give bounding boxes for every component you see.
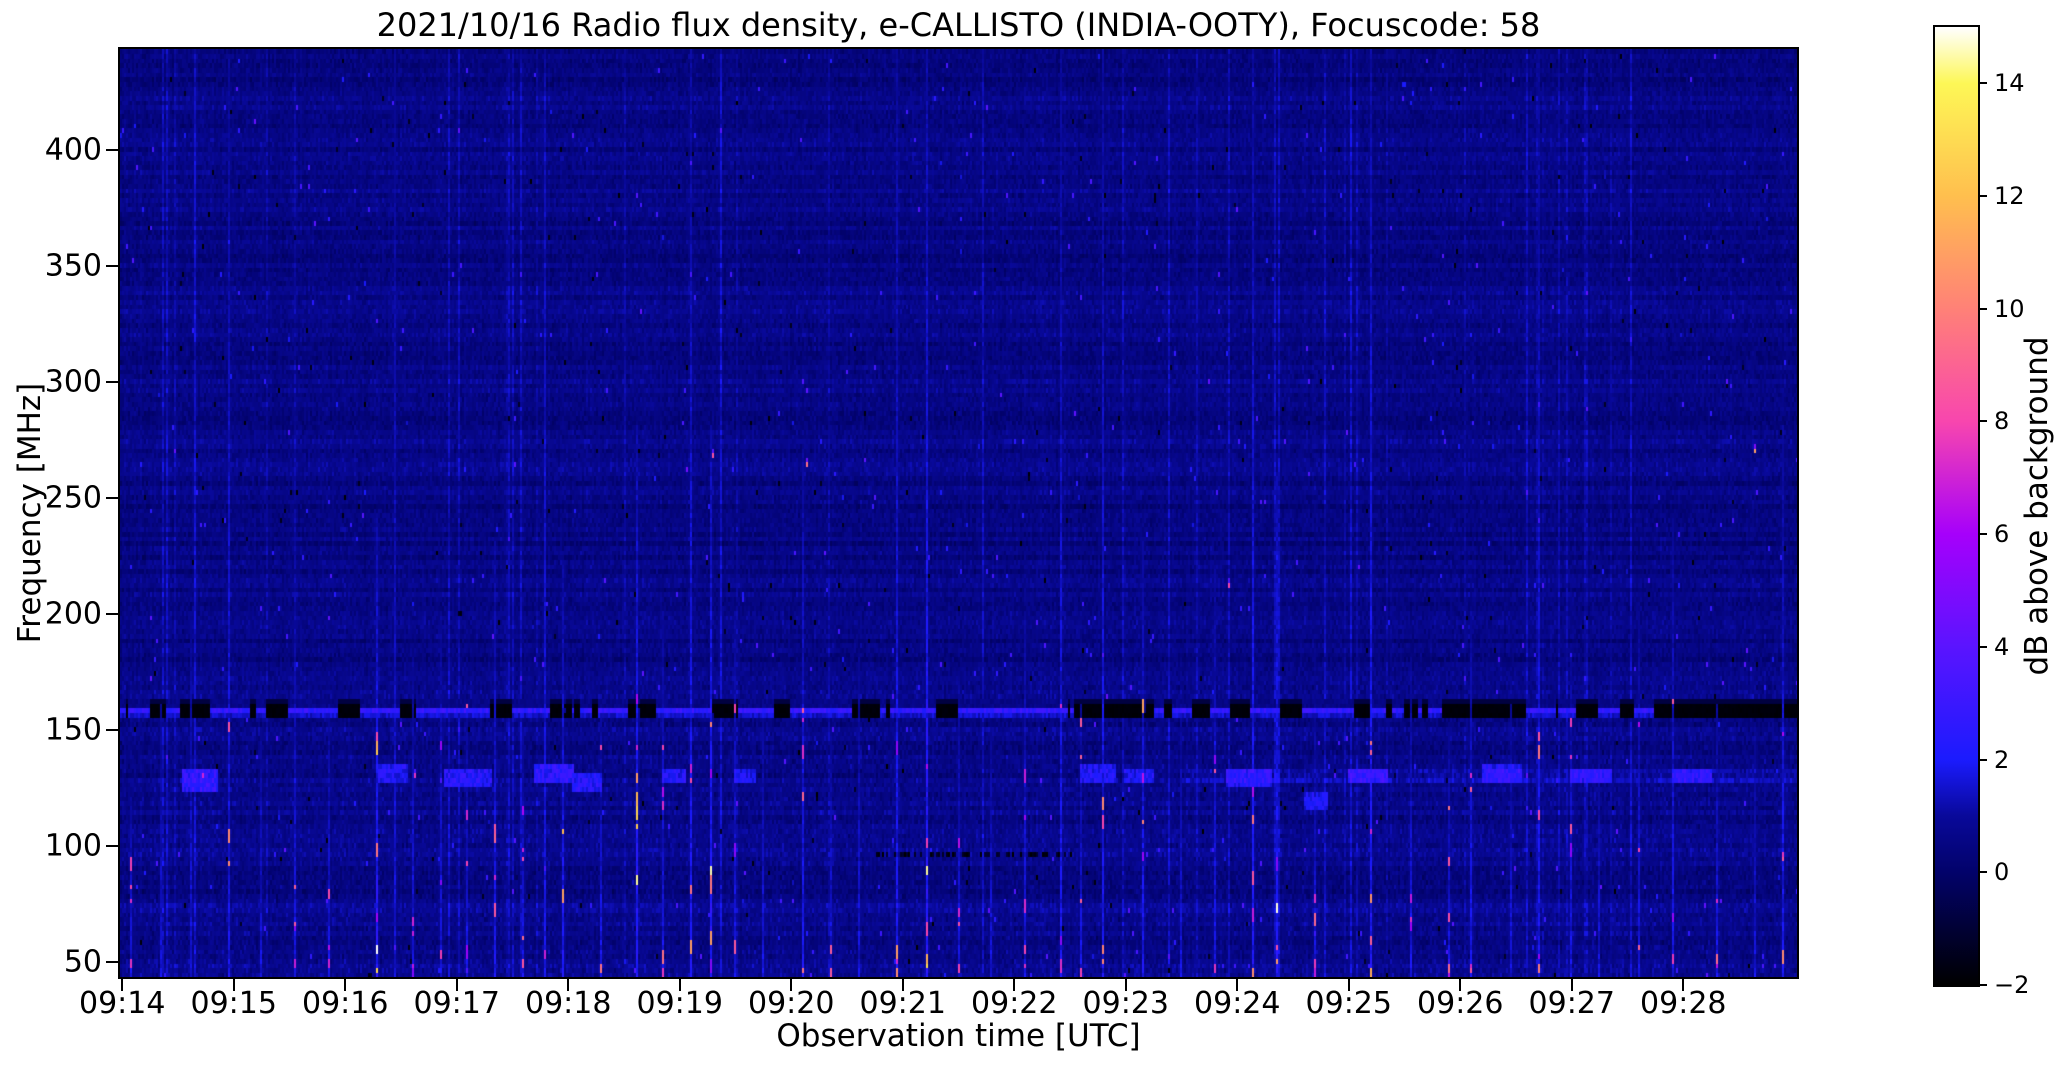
x-tick-mark <box>1570 979 1573 991</box>
x-tick-label: 09:23 <box>1082 986 1169 1021</box>
y-tick-mark <box>106 264 118 267</box>
x-tick-mark <box>1347 979 1350 991</box>
colorbar-tick-label: −2 <box>1994 971 2030 999</box>
x-tick-label: 09:16 <box>302 986 389 1021</box>
y-tick-label: 100 <box>44 828 102 864</box>
colorbar-tick-mark <box>1978 533 1987 536</box>
x-tick-mark <box>121 979 124 991</box>
x-tick-mark <box>678 979 681 991</box>
x-tick-label: 09:14 <box>78 986 166 1021</box>
colorbar-tick-label: 6 <box>1994 520 2010 549</box>
x-tick-mark <box>1236 979 1239 991</box>
x-tick-mark <box>1124 979 1127 991</box>
y-tick-label: 350 <box>44 248 102 284</box>
y-tick-label: 300 <box>44 364 102 400</box>
x-tick-label: 09:19 <box>636 986 723 1021</box>
x-tick-label: 09:18 <box>525 986 612 1021</box>
colorbar-gradient <box>1935 27 1978 985</box>
y-tick-label: 200 <box>44 596 102 632</box>
y-tick-mark <box>106 844 118 847</box>
y-tick-mark <box>106 148 118 151</box>
x-tick-label: 09:26 <box>1417 986 1504 1021</box>
y-tick-label: 250 <box>44 480 102 516</box>
x-tick-mark <box>1013 979 1016 991</box>
y-tick-label: 150 <box>44 712 102 748</box>
colorbar-tick-mark <box>1978 420 1987 423</box>
x-tick-label: 09:15 <box>190 986 277 1021</box>
x-axis-label: Observation time [UTC] <box>776 1018 1141 1054</box>
x-tick-mark <box>567 979 570 991</box>
x-tick-mark <box>790 979 793 991</box>
colorbar-tick-label: 2 <box>1994 745 2010 774</box>
plot-area <box>118 47 1799 979</box>
colorbar-tick-mark <box>1978 984 1987 986</box>
colorbar-tick-label: 0 <box>1994 858 2010 887</box>
chart-title: 2021/10/16 Radio flux density, e-CALLIST… <box>376 6 1541 44</box>
colorbar-tick-mark <box>1978 645 1987 648</box>
x-tick-mark <box>344 979 347 991</box>
colorbar-tick-label: 14 <box>1994 69 2025 98</box>
x-tick-label: 09:21 <box>859 986 946 1021</box>
x-tick-label: 09:20 <box>748 986 835 1021</box>
x-tick-mark <box>1459 979 1462 991</box>
y-tick-mark <box>106 612 118 615</box>
colorbar-tick-label: 4 <box>1994 632 2010 661</box>
colorbar-tick-mark <box>1978 758 1987 761</box>
colorbar <box>1933 25 1980 987</box>
colorbar-tick-label: 10 <box>1994 294 2025 323</box>
x-tick-mark <box>1682 979 1685 991</box>
y-tick-mark <box>106 380 118 383</box>
colorbar-tick-label: 8 <box>1994 407 2010 436</box>
colorbar-tick-mark <box>1978 195 1987 198</box>
spectrogram-canvas <box>120 49 1797 977</box>
y-tick-mark <box>106 960 118 963</box>
x-tick-label: 09:17 <box>413 986 500 1021</box>
x-tick-label: 09:24 <box>1194 986 1281 1021</box>
colorbar-tick-mark <box>1978 82 1987 85</box>
colorbar-tick-mark <box>1978 307 1987 310</box>
x-tick-label: 09:25 <box>1305 986 1392 1021</box>
colorbar-tick-label: 12 <box>1994 182 2025 211</box>
y-axis-label: Frequency [MHz] <box>12 382 48 644</box>
colorbar-tick-mark <box>1978 871 1987 874</box>
x-tick-label: 09:22 <box>971 986 1058 1021</box>
x-tick-mark <box>455 979 458 991</box>
x-tick-label: 09:27 <box>1528 986 1615 1021</box>
y-tick-mark <box>106 496 118 499</box>
y-tick-mark <box>106 728 118 731</box>
x-tick-label: 09:28 <box>1640 986 1727 1021</box>
y-tick-label: 400 <box>44 132 102 168</box>
y-tick-label: 50 <box>63 944 102 980</box>
x-tick-mark <box>901 979 904 991</box>
x-tick-mark <box>232 979 235 991</box>
colorbar-label: dB above background <box>2019 336 2055 676</box>
